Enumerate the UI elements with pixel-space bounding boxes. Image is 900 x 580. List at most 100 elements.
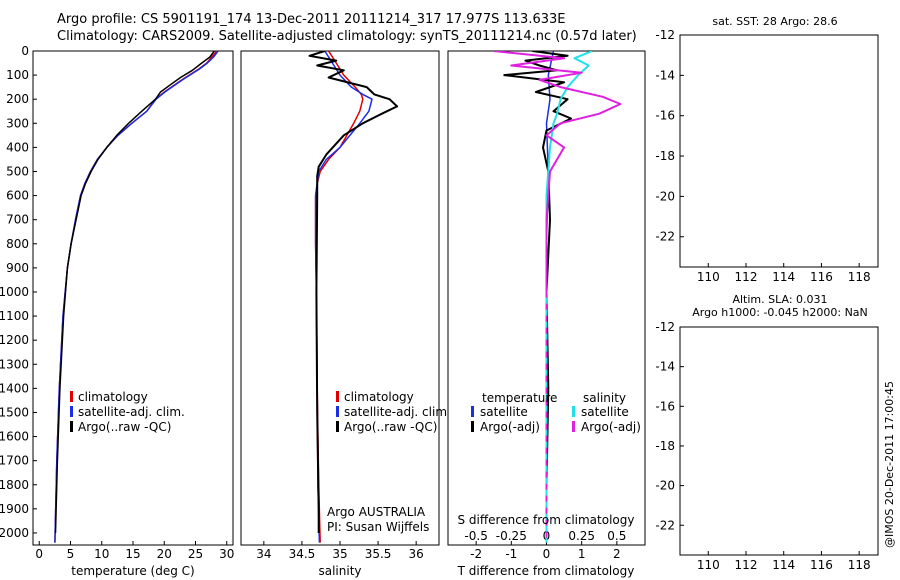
- depth-tick-label: 800: [6, 237, 29, 251]
- legend-swatch-t-argo: [471, 421, 474, 432]
- longitude-tick-label: 118: [848, 558, 871, 572]
- temperature-plot-frame: [32, 50, 234, 546]
- sst-map-panel: sat. SST: 28 Argo: 28.6 110 112 114 116 118 -…: [655, 15, 879, 284]
- temperature-tick-label: 5: [67, 547, 75, 561]
- depth-tick-label: 300: [6, 116, 29, 130]
- legend-swatch-argo: [70, 421, 73, 432]
- depth-tick-label: 1300: [0, 357, 29, 371]
- sla-map-panel: Altim. SLA: 0.031 Argo h1000: -0.045 h20…: [655, 293, 879, 572]
- latitude-tick-label: -14: [655, 360, 675, 374]
- depth-tick-label: 900: [6, 261, 29, 275]
- legend-swatch-argo: [336, 421, 339, 432]
- temperature-x-label: temperature (deg C): [71, 564, 194, 578]
- longitude-tick-label: 112: [735, 270, 758, 284]
- sla-map-axes: 110 112 114 116 118 -12 -14 -16 -18 -20 -22: [655, 320, 870, 572]
- legend-swatch-climatology: [336, 391, 339, 402]
- temperature-legend: climatology satellite-adj. clim. Argo(..…: [70, 390, 185, 434]
- legend-swatch-satellite: [70, 406, 73, 417]
- depth-tick-label: 1200: [0, 333, 29, 347]
- sla-map-frame: [679, 326, 879, 556]
- difference-tick-label: -1: [505, 547, 517, 561]
- longitude-tick-label: 110: [697, 270, 720, 284]
- depth-tick-label: 1100: [0, 309, 29, 323]
- latitude-tick-label: -16: [655, 399, 675, 413]
- depth-tick-label: 1400: [0, 381, 29, 395]
- annotation-pi: PI: Susan Wijffels: [327, 520, 429, 534]
- salinity-tick-label: 35: [332, 547, 347, 561]
- sla-map-title: Altim. SLA: 0.031: [732, 293, 827, 306]
- legend-swatch-satellite: [336, 406, 339, 417]
- legend-label-argo: Argo(..raw -QC): [344, 420, 437, 434]
- series-line-salinity-argo-adj: [493, 51, 622, 292]
- longitude-tick-label: 118: [848, 270, 871, 284]
- legend-label-climatology: climatology: [78, 390, 148, 404]
- latitude-tick-label: -18: [655, 149, 675, 163]
- salinity-difference-tick-label: 0.5: [607, 529, 626, 543]
- latitude-tick-label: -12: [655, 28, 675, 42]
- difference-legend-salinity: salinity satellite Argo(-adj): [572, 391, 641, 434]
- legend-swatch-climatology: [70, 391, 73, 402]
- credit-stamp: @IMOS 20-Dec-2011 17:00:45: [883, 381, 896, 548]
- latitude-tick-label: -20: [655, 189, 675, 203]
- salinity-difference-tick-label: -0.5: [464, 529, 487, 543]
- depth-tick-label: 1600: [0, 430, 29, 444]
- temperature-tick-label: 30: [219, 547, 234, 561]
- header-line-2: Climatology: CARS2009. Satellite-adjuste…: [57, 29, 637, 44]
- legend-label-satellite: satellite-adj. clim.: [78, 405, 185, 419]
- temperature-tick-label: 20: [157, 547, 172, 561]
- temperature-x-axis: 0 5 10 15 20 25 30: [35, 541, 234, 561]
- legend-swatch-s-satellite: [572, 406, 575, 417]
- sst-map-axes: 110 112 114 116 118 -12 -14 -16 -18 -20 -22: [655, 28, 870, 284]
- depth-tick-label: 500: [6, 164, 29, 178]
- legend-swatch-t-satellite: [471, 406, 474, 417]
- series-line-argo-raw-qc: [308, 51, 399, 533]
- depth-tick-label: 1000: [0, 285, 29, 299]
- salinity-tick-label: 34.5: [289, 547, 316, 561]
- sst-map-title: sat. SST: 28 Argo: 28.6: [712, 15, 837, 28]
- salinity-lines: [308, 51, 399, 543]
- depth-tick-label: 1500: [0, 405, 29, 419]
- longitude-tick-label: 116: [810, 558, 833, 572]
- salinity-tick-label: 36: [409, 547, 424, 561]
- depth-tick-label: 1700: [0, 454, 29, 468]
- latitude-tick-label: -14: [655, 68, 675, 82]
- salinity-legend: climatology satellite-adj. clim. Argo(..…: [336, 390, 451, 434]
- latitude-tick-label: -18: [655, 439, 675, 453]
- salinity-panel: 34 34.5 35 35.5 36 salinity climatology sate…: [240, 50, 451, 578]
- latitude-tick-label: -22: [655, 230, 675, 244]
- depth-tick-label: 600: [6, 189, 29, 203]
- longitude-tick-label: 114: [772, 270, 795, 284]
- difference-lines: [493, 51, 622, 543]
- legend-label-argo: Argo(..raw -QC): [78, 420, 171, 434]
- salinity-difference-tick-label: -0.25: [496, 529, 527, 543]
- depth-tick-label: 200: [6, 92, 29, 106]
- depth-tick-label: 1800: [0, 478, 29, 492]
- temperature-lines: [54, 51, 219, 543]
- difference-tick-label: 0: [543, 547, 551, 561]
- depth-tick-label: 100: [6, 68, 29, 82]
- temperature-tick-label: 10: [94, 547, 109, 561]
- legend-label-climatology: climatology: [344, 390, 414, 404]
- difference-tick-label: 1: [578, 547, 586, 561]
- temperature-tick-label: 0: [35, 547, 43, 561]
- latitude-tick-label: -12: [655, 320, 675, 334]
- depth-tick-label: 2000: [0, 526, 29, 540]
- depth-tick-label: 1900: [0, 502, 29, 516]
- legend-label-s-argo: Argo(-adj): [581, 420, 641, 434]
- depth-tick-label: 700: [6, 213, 29, 227]
- temperature-tick-label: 25: [188, 547, 203, 561]
- difference-tick-label: 2: [613, 547, 621, 561]
- temperature-tick-label: 15: [125, 547, 140, 561]
- difference-tick-label: -2: [470, 547, 482, 561]
- legend-label-t-argo: Argo(-adj): [480, 420, 540, 434]
- latitude-tick-label: -16: [655, 109, 675, 123]
- difference-legend-temperature: temperature satellite Argo(-adj): [471, 391, 557, 434]
- longitude-tick-label: 116: [810, 270, 833, 284]
- difference-x-label: T difference from climatology: [457, 564, 635, 578]
- depth-axis: 0 100 200 300 400 500 600 700 800 900 1000 1100 1200…: [0, 44, 37, 540]
- legend-title-salinity: salinity: [583, 391, 626, 405]
- salinity-tick-label: 34: [256, 547, 271, 561]
- depth-tick-label: 0: [21, 44, 29, 58]
